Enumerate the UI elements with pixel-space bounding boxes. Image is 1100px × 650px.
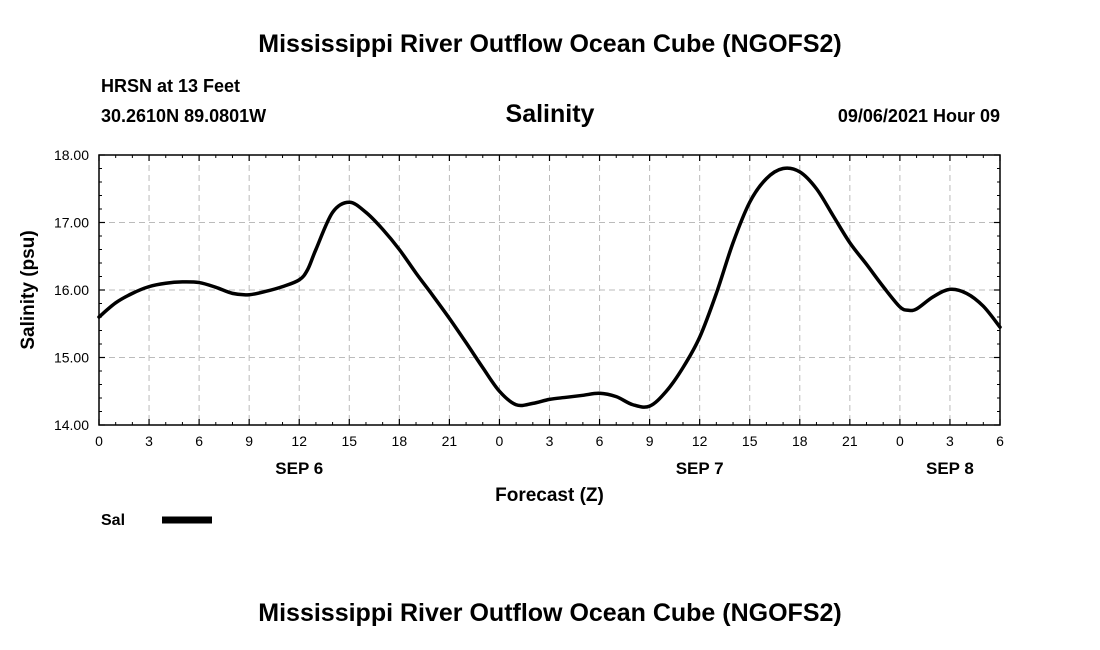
x-tick-label: 21 — [442, 433, 458, 449]
day-label: SEP 8 — [926, 459, 974, 478]
x-tick-label: 3 — [946, 433, 954, 449]
x-tick-label: 12 — [291, 433, 307, 449]
legend: Sal — [101, 512, 212, 529]
x-tick-label: 6 — [996, 433, 1004, 449]
x-tick-label: 9 — [245, 433, 253, 449]
axis-labels: 0 3 6 9 12 15 18 21 0 3 6 9 12 15 18 21 0 3 6 14.00 15.00 16.… — [18, 147, 1004, 506]
x-tick-label: 18 — [392, 433, 408, 449]
y-tick-label: 14.00 — [54, 417, 89, 433]
x-tick-label: 3 — [546, 433, 554, 449]
day-label: SEP 7 — [676, 459, 724, 478]
footer-title: Mississippi River Outflow Ocean Cube (NG… — [258, 599, 842, 627]
y-tick-label: 17.00 — [54, 215, 89, 231]
x-tick-label: 6 — [596, 433, 604, 449]
plot-frame — [98, 154, 1001, 426]
forecast-datetime: 09/06/2021 Hour 09 — [837, 106, 1000, 126]
x-tick-label: 15 — [341, 433, 357, 449]
legend-label: Sal — [101, 512, 125, 529]
grid — [99, 155, 1000, 425]
y-tick-label: 18.00 — [54, 147, 89, 163]
station-coordinates: 30.2610N 89.0801W — [101, 106, 267, 126]
x-tick-label: 15 — [742, 433, 758, 449]
y-tick-label: 16.00 — [54, 282, 89, 298]
x-tick-label: 0 — [896, 433, 904, 449]
station-label: HRSN at 13 Feet — [101, 76, 241, 96]
x-tick-label: 12 — [692, 433, 708, 449]
x-tick-label: 0 — [95, 433, 103, 449]
x-tick-label: 6 — [195, 433, 203, 449]
x-axis-title: Forecast (Z) — [495, 485, 604, 506]
x-tick-label: 3 — [145, 433, 153, 449]
y-axis-title: Salinity (psu) — [18, 230, 39, 349]
x-tick-label: 9 — [646, 433, 654, 449]
y-tick-label: 15.00 — [54, 350, 89, 366]
chart-title: Mississippi River Outflow Ocean Cube (NG… — [258, 30, 842, 58]
x-tick-label: 18 — [792, 433, 808, 449]
x-tick-label: 21 — [842, 433, 858, 449]
series-line-sal — [97, 166, 1002, 409]
day-label: SEP 6 — [275, 459, 323, 478]
variable-title: Salinity — [505, 100, 595, 128]
x-tick-label: 0 — [496, 433, 504, 449]
